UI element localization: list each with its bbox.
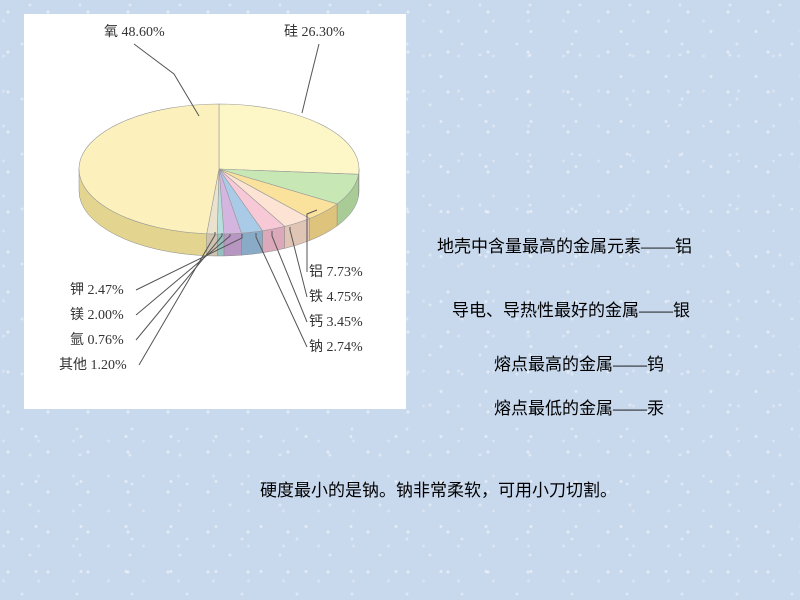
pie-slice-硅: [219, 104, 359, 174]
slice-label: 铝 7.73%: [309, 264, 363, 280]
slice-label: 镁 2.00%: [70, 307, 124, 323]
chart-panel: 氧 48.60% 硅 26.30% 铝 7.73% 铁 4.75% 钙 3.45% 钠 2…: [24, 14, 406, 409]
slice-label: 铁 4.75%: [309, 289, 363, 305]
slice-label: 硅 26.30%: [284, 24, 345, 40]
slice-label: 钠 2.74%: [309, 339, 363, 355]
fact-line: 熔点最低的金属——汞: [494, 394, 664, 419]
bottom-fact: 硬度最小的是钠。钠非常柔软，可用小刀切割。: [260, 476, 617, 501]
slice-label: 其他 1.20%: [59, 357, 127, 373]
slice-label: 氧 48.60%: [104, 24, 165, 40]
fact-line: 地壳中含量最高的金属元素——铝: [437, 232, 692, 257]
slice-label: 氩 0.76%: [70, 332, 124, 348]
fact-line: 导电、导热性最好的金属——银: [452, 296, 690, 321]
bottom-fact-text: 硬度最小的是钠。钠非常柔软，可用小刀切割。: [260, 481, 617, 500]
pie-chart: 氧 48.60% 硅 26.30% 铝 7.73% 铁 4.75% 钙 3.45% 钠 2…: [24, 14, 406, 409]
fact-line: 熔点最高的金属——钨: [494, 350, 664, 375]
slice-label: 钙 3.45%: [309, 314, 363, 330]
slice-label: 钾 2.47%: [70, 282, 124, 298]
